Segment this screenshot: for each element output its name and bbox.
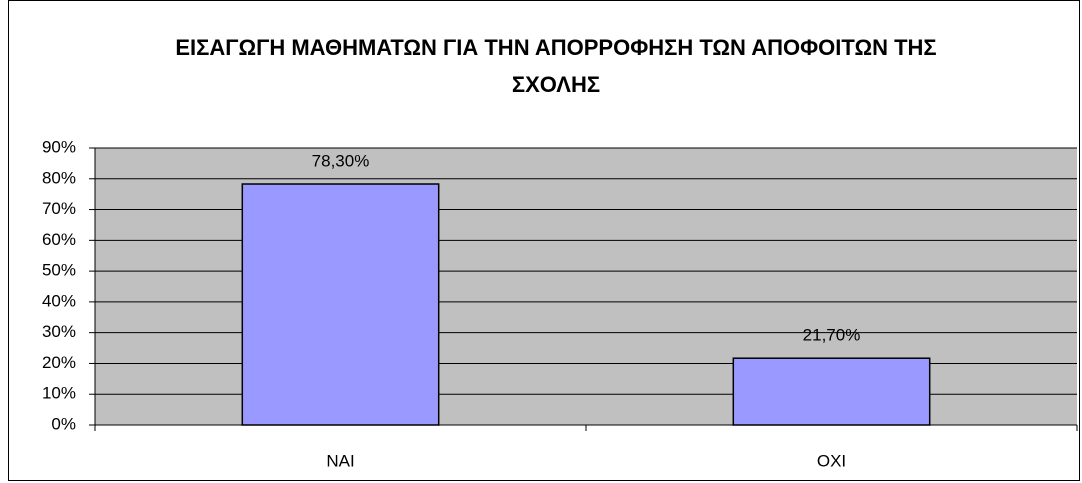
y-tick-label: 90%	[42, 137, 76, 156]
chart-frame	[8, 0, 1080, 481]
y-tick-label: 70%	[42, 199, 76, 218]
y-tick-label: 30%	[42, 322, 76, 341]
x-tick-label: ΟΧΙ	[817, 451, 846, 470]
y-tick-label: 40%	[42, 291, 76, 310]
bar	[241, 183, 440, 426]
bar	[732, 357, 931, 426]
y-tick-label: 80%	[42, 168, 76, 187]
y-tick-label: 20%	[42, 353, 76, 372]
chart-title: ΕΙΣΑΓΩΓΗ ΜΑΘΗΜΑΤΩΝ ΓΙΑ ΤΗΝ ΑΠΟΡΡΟΦΗΣΗ ΤΩ…	[175, 35, 937, 97]
data-label: 21,70%	[803, 326, 861, 345]
y-tick-label: 60%	[42, 230, 76, 249]
y-tick-label: 0%	[51, 414, 76, 433]
x-tick-label: ΝΑΙ	[326, 451, 354, 470]
y-tick-label: 50%	[42, 261, 76, 280]
y-tick-label: 10%	[42, 384, 76, 403]
data-label: 78,30%	[312, 151, 370, 170]
